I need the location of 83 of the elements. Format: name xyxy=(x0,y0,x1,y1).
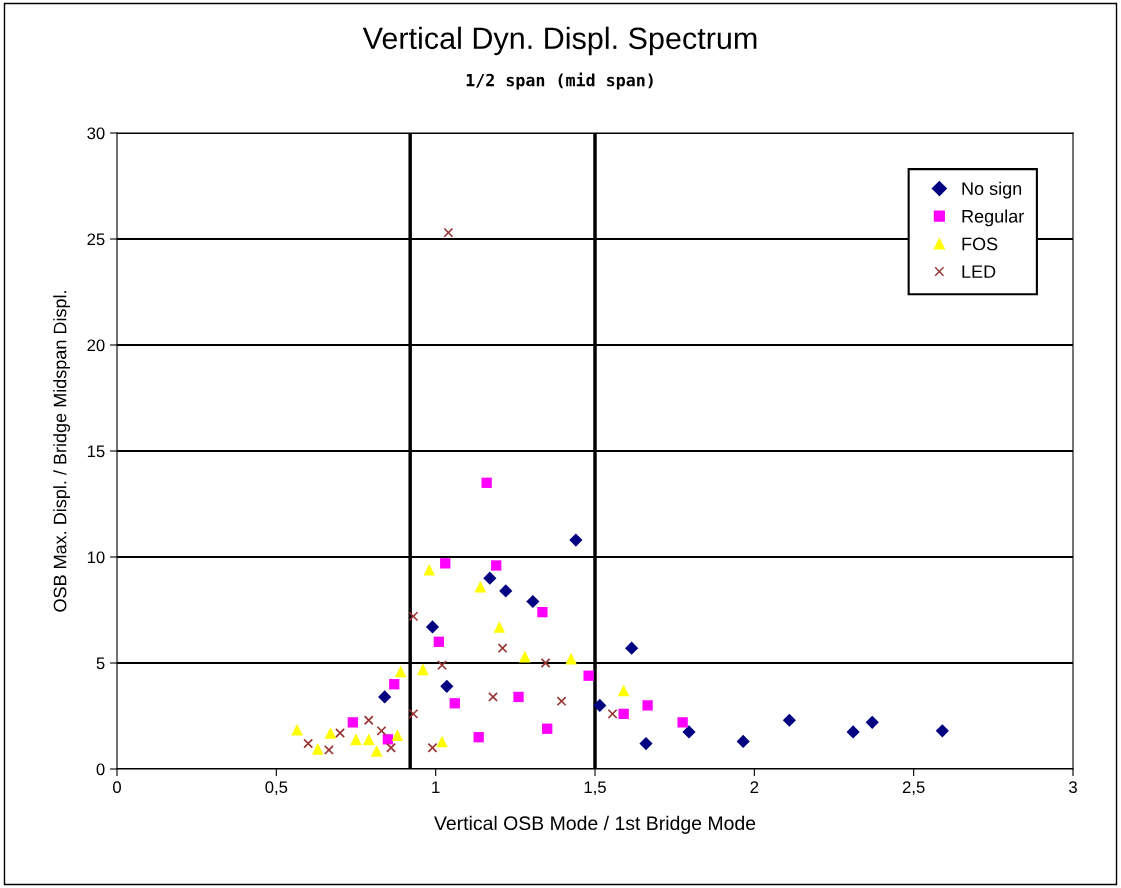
x-tick-label: 3 xyxy=(1069,781,1077,794)
y-tick-label: 0 xyxy=(96,763,105,776)
point xyxy=(483,571,497,585)
point xyxy=(736,734,750,749)
point xyxy=(382,734,394,745)
point xyxy=(378,690,392,704)
point xyxy=(677,717,688,728)
legend-label: FOS xyxy=(962,237,998,251)
point xyxy=(408,611,419,622)
point xyxy=(537,606,548,618)
point xyxy=(493,621,506,633)
point xyxy=(440,679,454,693)
point xyxy=(526,594,540,609)
point xyxy=(363,715,374,726)
point xyxy=(423,563,436,576)
y-tick-label: 20 xyxy=(87,339,105,352)
point xyxy=(782,713,796,727)
point xyxy=(642,700,653,711)
point xyxy=(449,698,460,709)
point xyxy=(682,725,696,739)
point xyxy=(865,715,879,729)
point xyxy=(440,558,451,569)
point xyxy=(499,584,513,598)
point xyxy=(303,738,314,749)
y-tick-label: 25 xyxy=(87,233,105,246)
point xyxy=(389,679,400,690)
point xyxy=(386,742,396,753)
point xyxy=(488,691,498,702)
point xyxy=(565,652,577,665)
point xyxy=(542,723,553,734)
point xyxy=(291,723,303,736)
x-tick-label: 1,5 xyxy=(584,781,606,796)
point xyxy=(433,636,444,647)
y-axis-title: OSB Max. Displ. / Bridge Midspan Displ. xyxy=(53,291,70,612)
point xyxy=(540,658,551,668)
point xyxy=(335,728,346,738)
point xyxy=(625,641,639,655)
point xyxy=(556,696,567,707)
legend-label: Regular xyxy=(962,209,1024,227)
point xyxy=(408,708,419,719)
point xyxy=(846,725,860,739)
point xyxy=(394,665,407,678)
point xyxy=(443,227,454,238)
point xyxy=(607,708,618,719)
point xyxy=(593,698,607,712)
point xyxy=(391,729,404,741)
x-tick-label: 0 xyxy=(113,781,121,794)
point xyxy=(474,580,487,593)
point xyxy=(437,660,447,671)
x-tick-label: 2,5 xyxy=(902,781,925,796)
x-tick-label: 0,5 xyxy=(265,781,288,796)
point xyxy=(362,733,375,746)
y-tick-label: 5 xyxy=(96,657,105,670)
x-tick-label: 2 xyxy=(750,781,759,793)
point xyxy=(347,717,358,728)
point xyxy=(639,736,653,751)
y-tick-label: 30 xyxy=(87,127,105,140)
legend-label: No sign xyxy=(962,181,1022,199)
x-tick-label: 1 xyxy=(432,781,440,793)
point xyxy=(427,742,438,753)
legend-label: LED xyxy=(962,265,996,278)
point xyxy=(370,745,383,757)
point xyxy=(473,732,484,743)
point xyxy=(513,691,524,703)
point xyxy=(376,725,387,736)
y-tick-label: 10 xyxy=(87,551,105,564)
point xyxy=(491,560,502,571)
y-tick-label: 15 xyxy=(87,445,105,458)
chart-title: Vertical Dyn. Displ. Spectrum xyxy=(362,26,757,56)
point xyxy=(618,708,629,720)
point xyxy=(935,724,949,738)
point xyxy=(481,477,492,488)
point xyxy=(425,620,440,634)
point xyxy=(497,643,508,654)
point xyxy=(569,533,583,547)
point xyxy=(583,670,594,681)
point xyxy=(323,744,334,755)
point xyxy=(311,743,324,755)
point xyxy=(617,684,630,697)
x-axis-title: Vertical OSB Mode / 1st Bridge Mode xyxy=(434,815,756,834)
chart-subtitle: 1/2 span (mid span) xyxy=(466,72,653,90)
point xyxy=(417,663,429,676)
point xyxy=(324,727,337,739)
